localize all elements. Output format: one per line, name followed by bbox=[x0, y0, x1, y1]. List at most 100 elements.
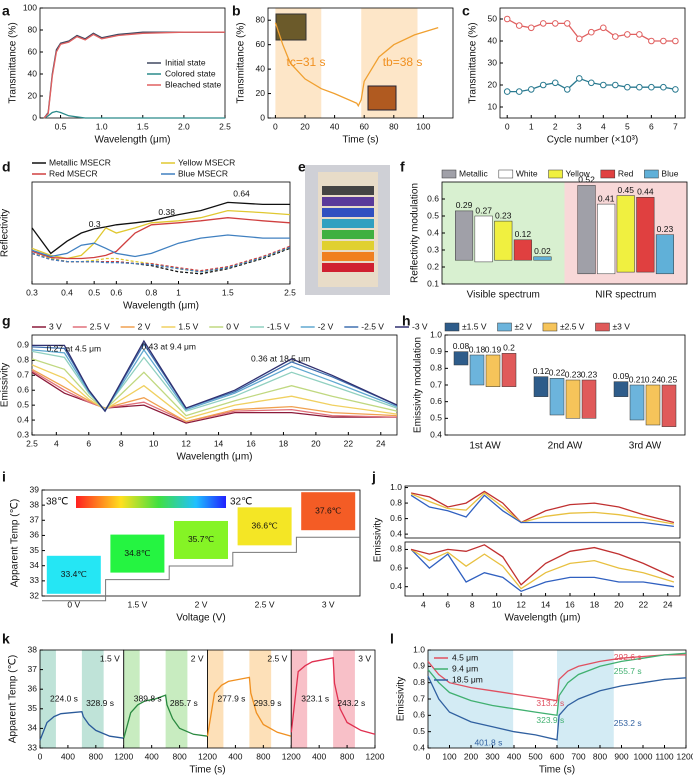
data-label: 0.24 bbox=[645, 374, 662, 384]
x-axis-label: Wavelength (μm) bbox=[177, 452, 253, 463]
y-tick-label: 38 bbox=[28, 644, 38, 654]
y-axis-label: Reflectivity bbox=[0, 209, 11, 257]
series-line bbox=[274, 22, 439, 108]
x-tick-label: 20 bbox=[311, 438, 321, 448]
plot-frame bbox=[41, 489, 361, 597]
series-line bbox=[43, 31, 225, 119]
data-label: 0.23 bbox=[657, 224, 674, 234]
y-tick-label: 0.8 bbox=[390, 497, 402, 507]
legend-swatch bbox=[548, 169, 563, 179]
y-axis-label: Apparent Temp (℃) bbox=[8, 655, 19, 743]
legend-swatch bbox=[542, 322, 558, 332]
bar bbox=[494, 220, 513, 261]
bar bbox=[655, 234, 675, 275]
x-tick-label: 1 bbox=[176, 287, 181, 297]
legend-label: ±3 V bbox=[612, 321, 630, 331]
series-line bbox=[410, 492, 675, 525]
legend-label: ±2 V bbox=[515, 321, 533, 331]
x-tick-label: 24 bbox=[663, 599, 673, 609]
point bbox=[612, 81, 619, 89]
x-tick-label: 0 bbox=[38, 751, 43, 761]
point bbox=[672, 86, 679, 93]
x-tick-label: 3rd AW bbox=[629, 441, 662, 452]
data-label: 0.02 bbox=[534, 246, 551, 256]
series-line bbox=[410, 548, 675, 590]
point bbox=[600, 24, 607, 32]
point bbox=[503, 15, 511, 23]
x-tick-label: 0 bbox=[505, 121, 510, 131]
y-axis-label: Emissivity bbox=[373, 518, 384, 562]
photo-strip bbox=[322, 241, 374, 250]
y-tick-label: 0.7 bbox=[17, 370, 29, 380]
annotation: 313.2 s bbox=[536, 698, 564, 708]
x-tick-label: 0.5 bbox=[88, 287, 100, 297]
thermal-image bbox=[237, 507, 292, 546]
y-tick-label: 37 bbox=[28, 664, 38, 674]
legend-label: Initial state bbox=[165, 57, 206, 67]
x-tick-label: 1200 bbox=[366, 751, 385, 761]
bar bbox=[513, 239, 532, 261]
legend-label: 2 V bbox=[138, 321, 151, 331]
point bbox=[636, 31, 643, 38]
x-tick-label: 0.6 bbox=[110, 287, 122, 297]
y-tick-label: 40 bbox=[256, 63, 266, 73]
x-tick-label: 400 bbox=[312, 751, 326, 761]
y-tick-label: 0.8 bbox=[17, 355, 29, 365]
bar bbox=[485, 354, 501, 387]
panel-label: l bbox=[390, 631, 394, 647]
annotation: 328.9 s bbox=[86, 698, 114, 708]
y-tick-label: 0.6 bbox=[427, 193, 439, 203]
y-axis-label: Transmittance (%) bbox=[236, 22, 247, 103]
subplot-label: 2 V bbox=[191, 653, 204, 663]
point bbox=[563, 86, 571, 93]
bar bbox=[613, 381, 629, 397]
y-tick-label: 10 bbox=[488, 101, 498, 111]
y-tick-label: 34 bbox=[28, 723, 38, 733]
legend-label: Yellow MSECR bbox=[178, 157, 235, 167]
y-tick-label: 0.4 bbox=[17, 414, 29, 424]
data-label: 0.12 bbox=[533, 366, 550, 376]
thermal-image bbox=[174, 520, 228, 559]
point bbox=[600, 81, 607, 89]
annotation: 243.2 s bbox=[337, 698, 365, 708]
y-tick-label: 0.8 bbox=[413, 677, 425, 687]
y-tick-label: 20 bbox=[28, 90, 38, 100]
legend-label: Colored state bbox=[165, 68, 216, 78]
x-tick-label: 40 bbox=[330, 121, 340, 131]
x-tick-label: 0 V bbox=[67, 599, 80, 609]
x-tick-label: 2.5 bbox=[284, 287, 296, 297]
legend-label: 18.5 μm bbox=[452, 674, 483, 684]
series-line bbox=[31, 358, 398, 417]
data-label: 0.23 bbox=[495, 210, 512, 220]
x-tick-label: 2.5 bbox=[219, 121, 231, 131]
x-tick-label: 1200 bbox=[114, 751, 133, 761]
series-line bbox=[31, 348, 398, 413]
annotation: 0.36 at 18.5 μm bbox=[251, 353, 310, 363]
y-tick-label: 0.3 bbox=[17, 429, 29, 439]
x-tick-label: 1 bbox=[529, 121, 534, 131]
panel-label: a bbox=[2, 3, 10, 19]
data-label: 0.09 bbox=[613, 371, 630, 381]
x-tick-label: 400 bbox=[61, 751, 75, 761]
x-tick-label: NIR spectrum bbox=[595, 290, 656, 301]
y-tick-label: 0.4 bbox=[427, 227, 439, 237]
x-tick-label: 100 bbox=[416, 121, 430, 131]
y-tick-label: 20 bbox=[256, 88, 266, 98]
annotation: 255.7 s bbox=[614, 666, 642, 676]
data-label: 0.52 bbox=[578, 175, 595, 185]
series-line bbox=[31, 201, 290, 255]
point bbox=[587, 28, 595, 36]
y-tick-label: 50 bbox=[488, 13, 498, 23]
annotation: 0.27 at 4.5 μm bbox=[47, 343, 102, 353]
photo-strip bbox=[322, 263, 374, 272]
x-tick-label: 1200 bbox=[198, 751, 217, 761]
y-tick-label: 20 bbox=[488, 79, 498, 89]
legend-label: Metallic MSECR bbox=[49, 157, 111, 167]
point bbox=[660, 37, 667, 45]
legend-label: Bleached state bbox=[165, 79, 222, 89]
x-tick-label: 1st AW bbox=[469, 441, 501, 452]
x-axis-label: Wavelength (μm) bbox=[95, 135, 171, 146]
y-tick-label: 35 bbox=[30, 545, 40, 555]
data-label: 0.22 bbox=[549, 368, 566, 378]
y-tick-label: 0 bbox=[32, 112, 37, 122]
